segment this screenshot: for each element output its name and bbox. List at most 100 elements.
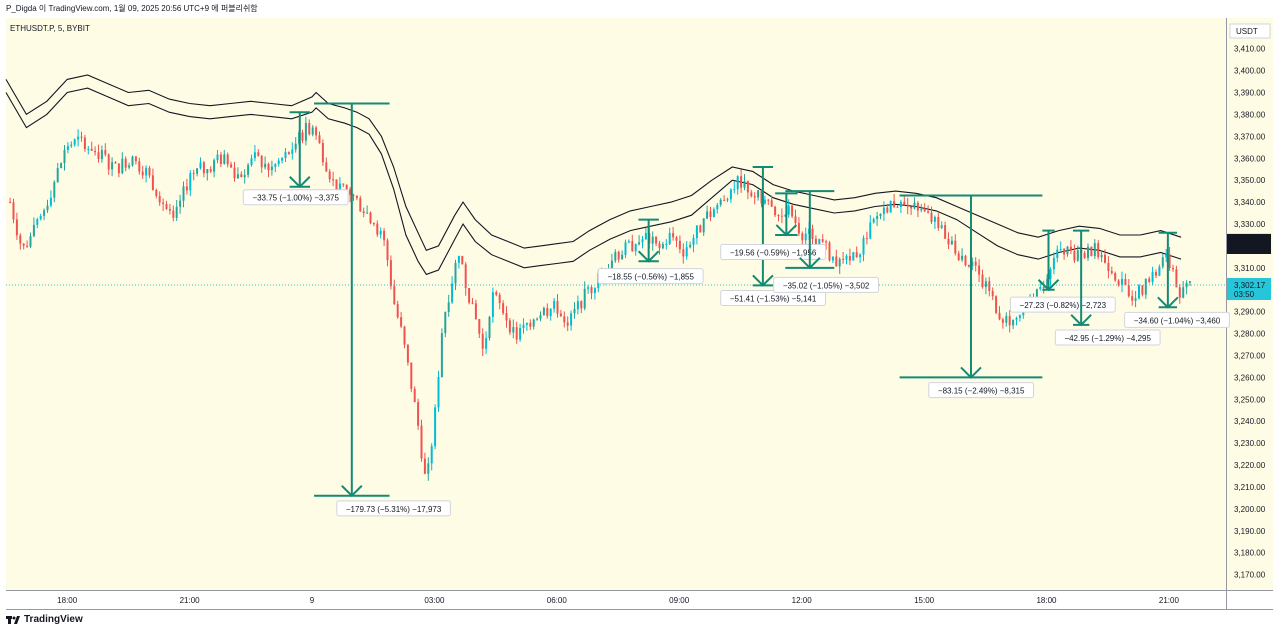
candle-body xyxy=(804,233,807,241)
candle-body xyxy=(1097,243,1100,258)
time-axis[interactable]: 18:00 21:00 9 03:00 06:00 09:00 12:00 15:00 18:0… xyxy=(57,596,1280,605)
candle-body xyxy=(447,302,450,312)
measure-tool[interactable]: −33.75 (−1.00%) −3,375 xyxy=(242,111,349,206)
candle-body xyxy=(240,174,243,178)
measure-tool[interactable]: −19.56 (−0.59%) −1,956 xyxy=(720,192,827,260)
candle-body xyxy=(695,225,698,238)
time-tick-label: 15:00 xyxy=(914,596,935,605)
arrow-down-icon xyxy=(1157,296,1179,309)
candle-body xyxy=(393,286,396,305)
candle-body xyxy=(644,233,647,240)
candle-body xyxy=(580,301,583,309)
candle-body xyxy=(967,265,970,267)
measure-tool[interactable]: −42.95 (−1.29%) −4,295 xyxy=(1054,229,1161,346)
price-label-box xyxy=(1227,242,1271,254)
measure-tool[interactable]: −51.41 (−1.53%) −5,141 xyxy=(720,166,827,306)
measure-tools[interactable]: −33.75 (−1.00%) −3,375 −179.73 (−5.31%) −… xyxy=(242,102,1230,517)
measure-label-box xyxy=(336,500,451,517)
candle-body xyxy=(56,168,59,182)
candle-body xyxy=(250,158,253,165)
arrow-down-icon xyxy=(341,485,363,498)
candle-body xyxy=(1165,254,1168,258)
candle-body xyxy=(1076,250,1079,261)
candle-body xyxy=(26,245,29,247)
candle-body xyxy=(94,150,97,153)
candle-body xyxy=(287,152,290,154)
measure-tool[interactable]: −83.15 (−2.49%) −8,315 xyxy=(899,194,1043,399)
candle-body xyxy=(481,333,484,349)
candle-body xyxy=(831,256,834,261)
candle-body xyxy=(406,344,409,363)
candle-body xyxy=(260,155,263,168)
candle-body xyxy=(1155,272,1157,276)
measure-label: −42.95 (−1.29%) −4,295 xyxy=(1064,334,1151,343)
candle-body xyxy=(410,362,413,389)
candle-body xyxy=(325,162,328,172)
candle-body xyxy=(209,169,212,172)
measure-tool[interactable]: −27.23 (−0.82%) −2,723 xyxy=(1009,229,1116,313)
candle-body xyxy=(536,318,539,320)
candle-body xyxy=(107,154,110,170)
candle-body xyxy=(522,324,525,329)
candle-body xyxy=(566,322,569,326)
candle-body xyxy=(791,205,794,217)
price-tick-label: 3,270.00 xyxy=(1234,352,1266,361)
candle-body xyxy=(488,316,491,338)
candle-body xyxy=(383,230,386,241)
measure-label: −83.15 (−2.49%) −8,315 xyxy=(938,387,1025,396)
candle-body xyxy=(576,301,579,310)
measure-tool[interactable]: −35.02 (−1.05%) −3,502 xyxy=(773,190,880,293)
measure-tool[interactable]: −179.73 (−5.31%) −17,973 xyxy=(314,102,451,517)
candle-body xyxy=(821,239,824,242)
candle-body xyxy=(532,319,535,327)
measure-label: −19.56 (−0.59%) −1,956 xyxy=(730,249,817,258)
candle-body xyxy=(1148,278,1151,282)
candle-body xyxy=(750,192,753,197)
candle-body xyxy=(882,207,885,214)
arrow-down-icon xyxy=(960,366,982,379)
last-price-text: 3,302.17 xyxy=(1234,281,1266,290)
candle-body xyxy=(80,136,83,138)
candle-body xyxy=(1161,257,1164,267)
candle-body xyxy=(277,160,280,165)
time-tick-label: 18:00 xyxy=(57,596,78,605)
candle-body xyxy=(301,132,304,141)
measure-tool[interactable]: −34.60 (−1.04%) −3,460 xyxy=(1124,231,1230,328)
candle-body xyxy=(1178,287,1181,298)
candle-body xyxy=(621,254,624,260)
candle-body xyxy=(464,264,467,289)
candle-body xyxy=(627,241,630,243)
candle-body xyxy=(736,176,739,190)
candle-body xyxy=(1185,282,1188,288)
measure-tool[interactable]: −18.55 (−0.56%) −1,855 xyxy=(597,218,704,285)
candle-body xyxy=(515,327,518,340)
candle-body xyxy=(825,241,828,243)
candle-body xyxy=(162,202,165,204)
candle-body xyxy=(478,319,481,334)
candle-body xyxy=(991,291,994,297)
candle-body xyxy=(233,167,236,179)
arrow-down-icon xyxy=(637,250,660,263)
candle-body xyxy=(590,287,593,294)
candle-body xyxy=(117,163,120,174)
candle-body xyxy=(311,127,314,135)
candle-body xyxy=(97,152,100,160)
candle-body xyxy=(920,208,923,211)
candle-body xyxy=(270,166,273,171)
time-tick-label: 18:00 xyxy=(1036,596,1057,605)
time-tick-label: 9 xyxy=(310,596,315,605)
candle-body xyxy=(1039,286,1042,290)
candle-body xyxy=(444,312,447,334)
candle-body xyxy=(223,154,226,164)
candle-body xyxy=(757,190,760,198)
candle-body xyxy=(66,145,69,150)
time-tick-label: 03:00 xyxy=(424,596,445,605)
price-tick-label: 3,330.00 xyxy=(1234,220,1266,229)
price-tick-label: 3,200.00 xyxy=(1234,505,1266,514)
candle-body xyxy=(70,144,73,146)
arrow-down-icon xyxy=(1037,279,1060,292)
candle-body xyxy=(151,175,154,190)
candle-body xyxy=(1056,249,1059,258)
y-axis-background xyxy=(1227,18,1273,590)
